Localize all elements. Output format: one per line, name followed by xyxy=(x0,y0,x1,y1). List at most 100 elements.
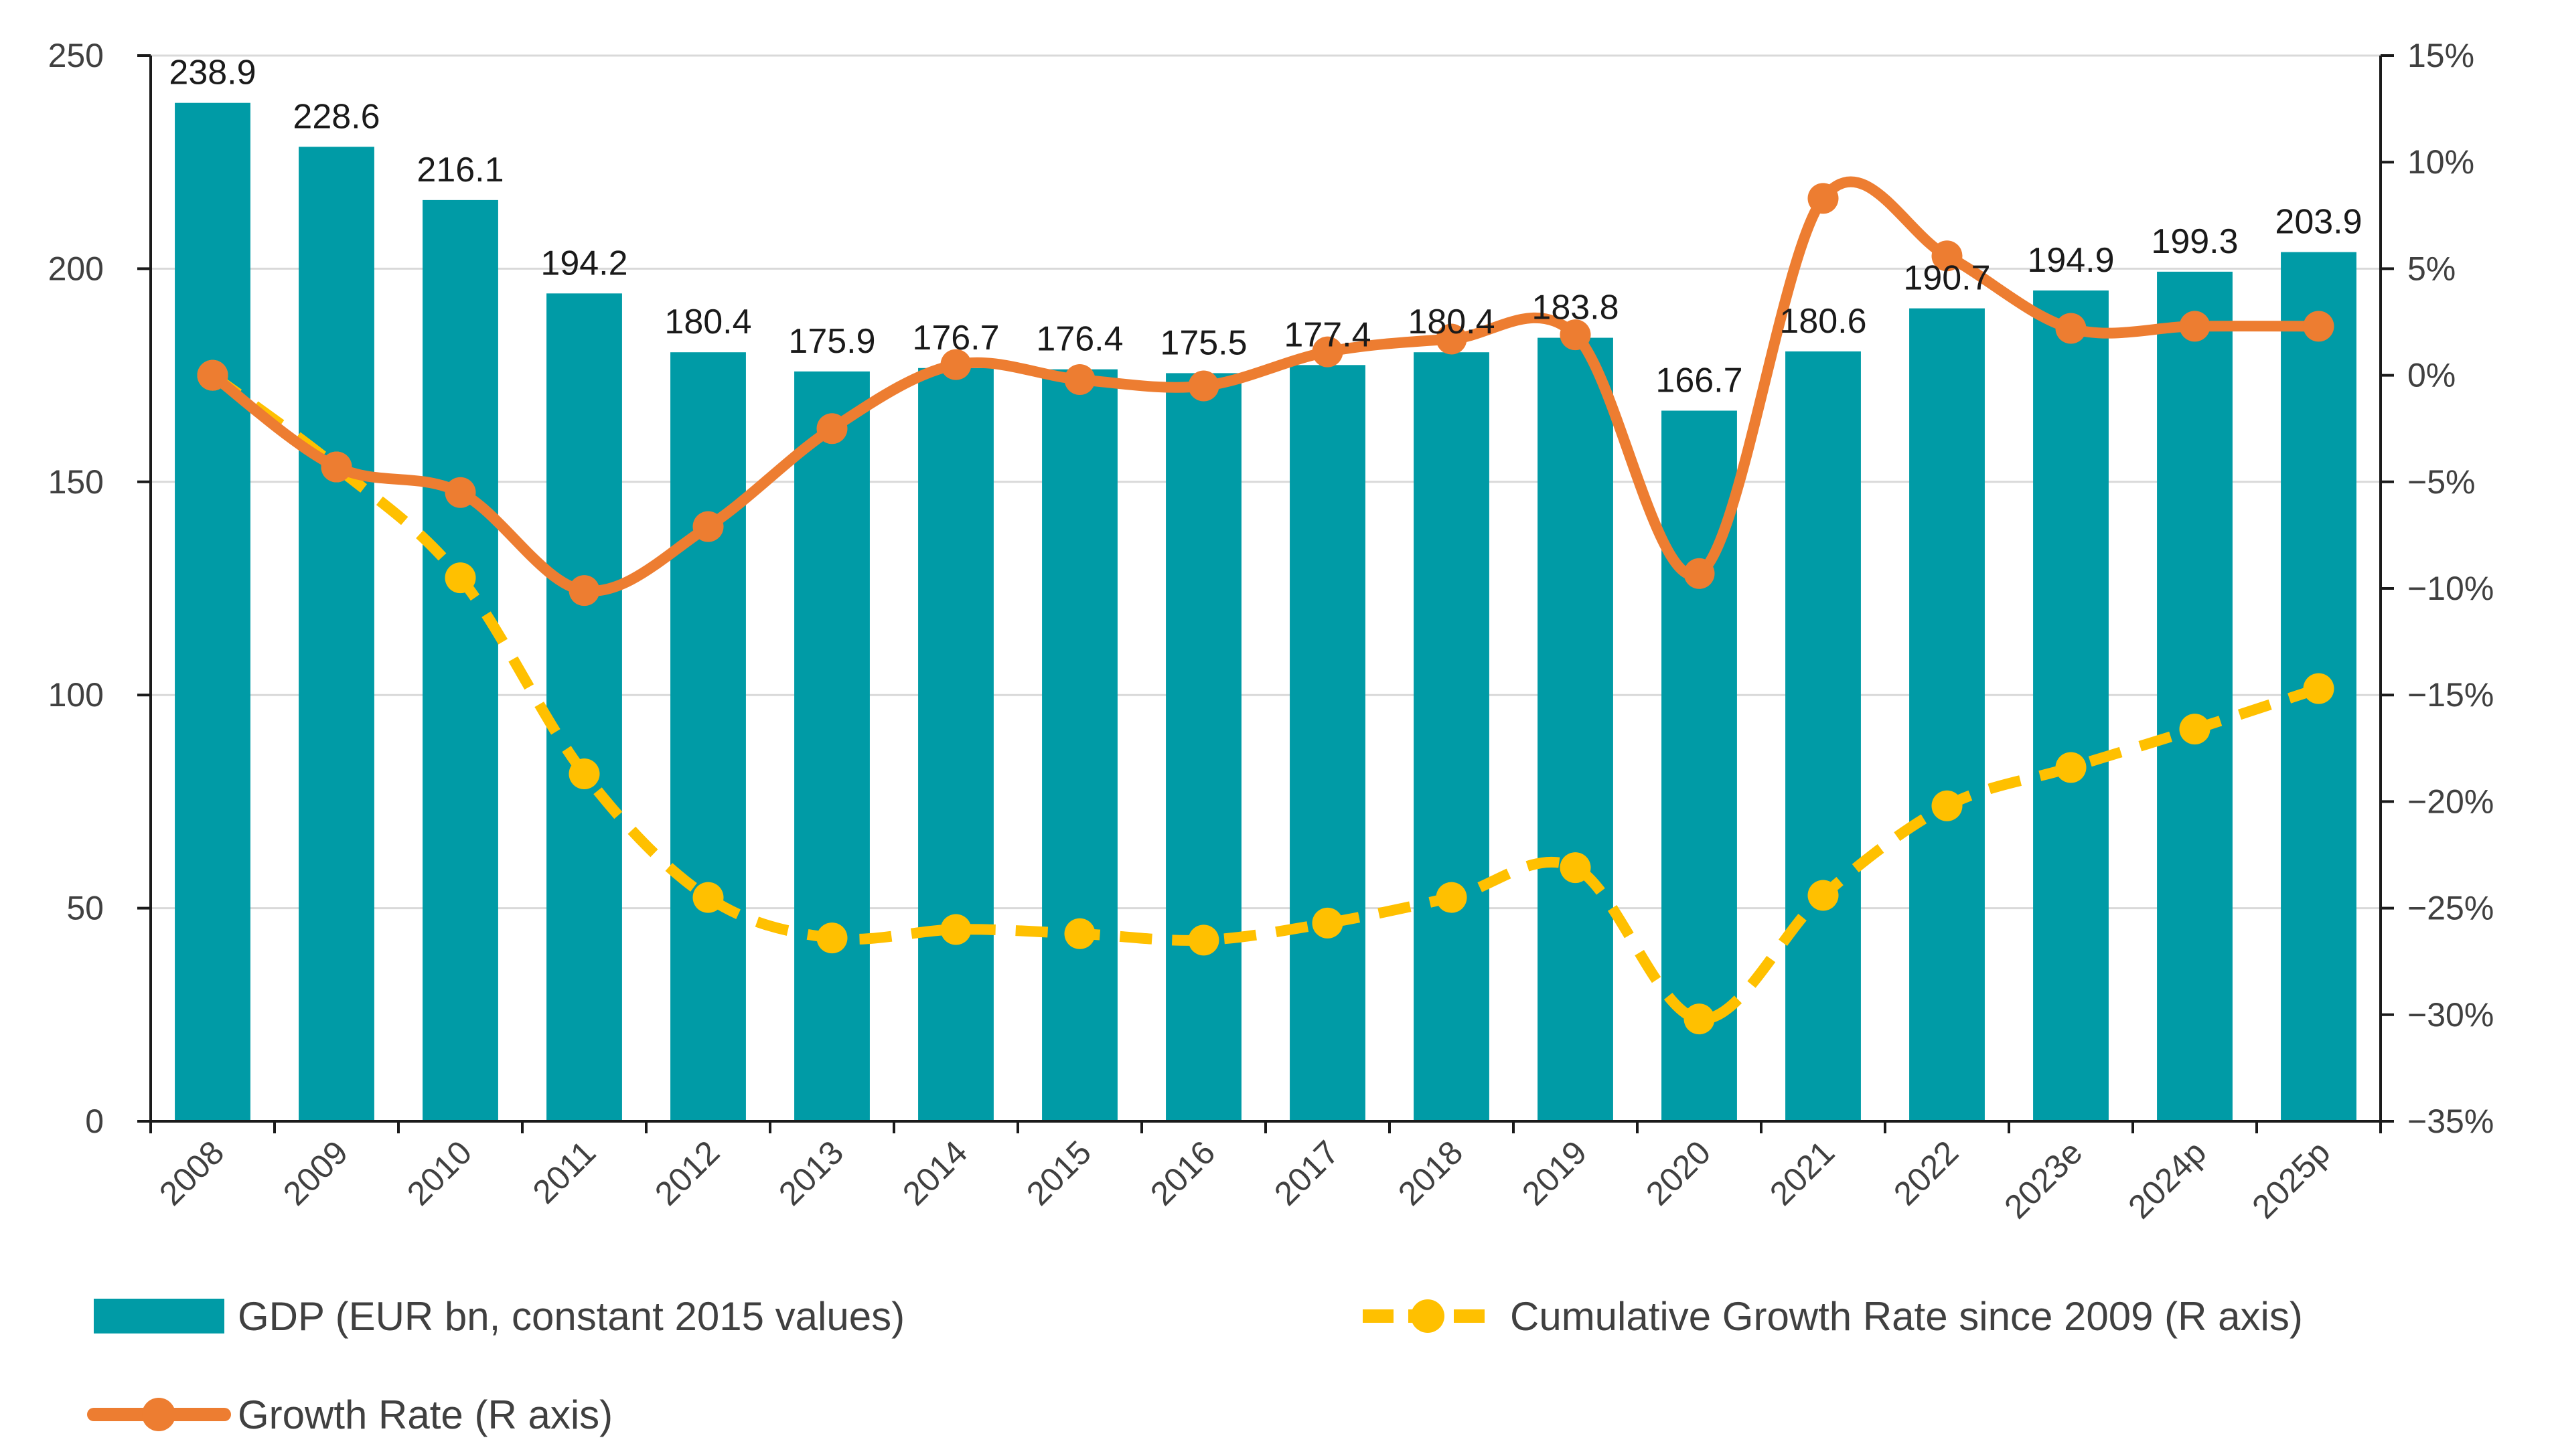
bar-data-label: 176.4 xyxy=(1036,320,1123,359)
cumulative-growth-path xyxy=(209,371,2320,1025)
right-tick-label: −35% xyxy=(2407,1103,2494,1140)
growth-rate-point xyxy=(321,451,352,483)
gdp-bars xyxy=(175,102,2356,1122)
right-tick-label: −10% xyxy=(2407,570,2494,607)
bar xyxy=(1909,308,1985,1121)
x-axis-ticks: 2008 2009 2010 2011 2012 2013 2014 2015 2016 2017… xyxy=(149,1121,2382,1226)
x-tick-label: 2023e xyxy=(1997,1133,2089,1226)
left-tick-label: 0 xyxy=(85,1103,104,1140)
right-tick-label: −20% xyxy=(2407,783,2494,820)
x-tick-label: 2017 xyxy=(1267,1133,1346,1212)
left-tick-label: 150 xyxy=(48,463,104,501)
x-tick-label: 2013 xyxy=(771,1133,850,1212)
cumulative-growth-point xyxy=(2303,673,2334,704)
right-tick-label: 15% xyxy=(2407,37,2474,74)
right-tick-label: −15% xyxy=(2407,676,2494,714)
bar xyxy=(1290,365,1365,1121)
cumulative-growth-point xyxy=(1807,880,1839,911)
bar xyxy=(2157,271,2233,1121)
right-tick-label: 0% xyxy=(2407,357,2456,394)
x-tick-label: 2016 xyxy=(1143,1133,1222,1212)
growth-rate-point xyxy=(1931,240,1963,272)
gridlines xyxy=(151,54,2381,910)
growth-rate-point xyxy=(816,413,848,444)
bar-data-label: 183.8 xyxy=(1531,289,1619,327)
growth-rate-point xyxy=(1312,336,1343,368)
bar-data-label: 166.7 xyxy=(1655,361,1742,400)
bar-data-label: 175.5 xyxy=(1160,323,1247,362)
bar-data-label: 177.4 xyxy=(1284,315,1371,354)
bar-data-label: 175.9 xyxy=(788,322,875,361)
growth-rate-line xyxy=(197,176,2334,606)
bar xyxy=(423,199,498,1121)
growth-rate-point xyxy=(445,477,476,508)
cumulative-growth-point xyxy=(1931,790,1963,821)
cumulative-growth-point xyxy=(1683,1003,1715,1035)
x-tick-label: 2011 xyxy=(526,1133,603,1211)
x-tick-label: 2019 xyxy=(1515,1133,1594,1212)
bar xyxy=(546,293,622,1121)
x-tick-label: 2021 xyxy=(1762,1133,1842,1212)
bar-data-label: 194.2 xyxy=(540,244,627,282)
legend-label-gdp: GDP (EUR bn, constant 2015 values) xyxy=(238,1294,905,1339)
growth-rate-point xyxy=(1064,363,1096,395)
growth-rate-point xyxy=(2055,313,2087,344)
bar-data-label: 228.6 xyxy=(293,97,380,136)
bar xyxy=(175,102,250,1121)
bar xyxy=(1414,352,1489,1121)
left-tick-label: 250 xyxy=(48,37,104,74)
cumulative-growth-point xyxy=(816,922,848,954)
bar xyxy=(1538,337,1613,1121)
cumulative-growth-point xyxy=(2055,752,2087,783)
cumulative-growth-point xyxy=(445,562,476,594)
legend-swatch-gdp xyxy=(94,1299,224,1333)
growth-rate-point xyxy=(2303,311,2334,342)
x-tick-label: 2015 xyxy=(1019,1133,1098,1212)
right-axis-ticks: −35% −30% −25% −20% −15% −10% −5% 0% 5% 10% 15% xyxy=(2381,37,2494,1140)
bar-data-label: 216.1 xyxy=(417,151,504,189)
legend-item-growth: Growth Rate (R axis) xyxy=(87,1392,613,1437)
left-tick-label: 200 xyxy=(48,250,104,287)
bar xyxy=(794,371,870,1121)
right-tick-label: −25% xyxy=(2407,890,2494,927)
legend-label-cumulative: Cumulative Growth Rate since 2009 (R axi… xyxy=(1510,1294,2303,1339)
bar-data-label: 190.7 xyxy=(1903,259,1990,298)
cumulative-growth-point xyxy=(569,758,600,790)
growth-rate-point xyxy=(940,349,972,380)
x-tick-label: 2018 xyxy=(1391,1133,1470,1212)
growth-rate-point xyxy=(569,575,600,606)
bar-data-labels: 238.9 228.6 216.1 194.2 180.4 175.9 176.7 176.4… xyxy=(169,54,2362,400)
right-tick-label: 5% xyxy=(2407,250,2456,287)
growth-rate-path xyxy=(207,176,2324,596)
left-tick-label: 50 xyxy=(66,890,104,927)
x-tick-label: 2009 xyxy=(276,1133,355,1212)
growth-rate-point xyxy=(1560,319,1591,351)
growth-rate-point xyxy=(1807,183,1839,214)
bar xyxy=(299,147,374,1122)
x-tick-label: 2008 xyxy=(152,1133,231,1212)
legend: GDP (EUR bn, constant 2015 values) Cumul… xyxy=(87,1294,2303,1437)
right-tick-label: −5% xyxy=(2407,463,2475,501)
cumulative-growth-line xyxy=(197,359,2334,1035)
cumulative-growth-point xyxy=(2179,714,2210,745)
bar xyxy=(918,368,994,1121)
x-tick-label: 2025p xyxy=(2245,1133,2337,1226)
cumulative-growth-point xyxy=(692,882,724,913)
x-tick-label: 2012 xyxy=(648,1133,727,1212)
cumulative-growth-point xyxy=(1312,907,1343,939)
x-tick-label: 2014 xyxy=(895,1133,974,1212)
left-axis-ticks: 0 50 100 150 200 250 xyxy=(48,37,151,1140)
growth-rate-point xyxy=(1683,558,1715,589)
x-tick-label: 2020 xyxy=(1639,1133,1718,1212)
bar xyxy=(1166,373,1242,1121)
bar xyxy=(670,352,746,1121)
growth-rate-point xyxy=(1188,370,1219,402)
bar-data-label: 199.3 xyxy=(2151,222,2238,261)
bar xyxy=(1785,351,1861,1121)
bar-data-label: 180.4 xyxy=(1408,303,1495,341)
x-tick-label: 2010 xyxy=(400,1133,479,1212)
bar-data-label: 180.4 xyxy=(664,303,751,341)
growth-rate-point xyxy=(1436,323,1467,355)
growth-rate-point xyxy=(692,511,724,542)
bar xyxy=(1042,369,1118,1121)
